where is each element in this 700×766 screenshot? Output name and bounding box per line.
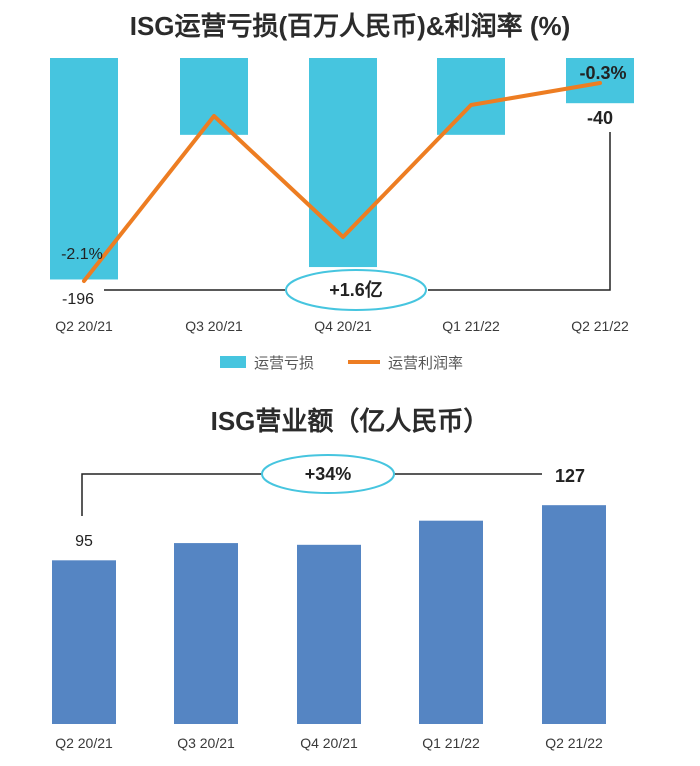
loss-label-1: -196 bbox=[62, 291, 94, 308]
chart1-plot: +1.6亿 -196 -40 -2.1% -0.3% Q2 20/21 Q3 20/21 Q4… bbox=[50, 58, 634, 334]
revenue-label-1: 95 bbox=[75, 533, 93, 550]
chart2-tick-1: Q2 20/21 bbox=[55, 735, 113, 751]
margin-label-5: -0.3% bbox=[579, 63, 626, 83]
chart1-tick-1: Q2 20/21 bbox=[55, 318, 113, 334]
revenue-change-callout-bubble bbox=[261, 454, 395, 494]
legend-label-margin: 运营利润率 bbox=[388, 355, 463, 372]
revenue-change-callout-text: +34% bbox=[305, 464, 352, 484]
revenue-bar-1 bbox=[52, 560, 116, 724]
margin-point-5 bbox=[598, 81, 602, 85]
chart2-tick-2: Q3 20/21 bbox=[177, 735, 235, 751]
revenue-bar-2 bbox=[174, 543, 238, 724]
chart2-plot: +34% 95 127 Q2 20/21 Q3 20/21 Q4 20/21 Q1 21/2… bbox=[52, 454, 606, 751]
chart1-title: ISG运营亏损(百万人民币)&利润率 (%) bbox=[130, 11, 571, 41]
loss-change-bracket bbox=[104, 132, 611, 291]
chart1-tick-4: Q1 21/22 bbox=[442, 318, 500, 334]
loss-label-5: -40 bbox=[587, 108, 613, 128]
loss-change-callout-text: +1.6亿 bbox=[329, 279, 383, 300]
margin-point-2 bbox=[212, 114, 216, 118]
legend-label-loss: 运营亏损 bbox=[254, 355, 314, 372]
loss-bar-3 bbox=[309, 58, 377, 268]
loss-change-callout-bubble bbox=[285, 269, 427, 311]
revenue-change-bracket bbox=[81, 473, 542, 516]
margin-point-1 bbox=[82, 279, 86, 283]
legend-swatch-loss bbox=[220, 356, 246, 368]
chart2-title: ISG营业额（亿人民币） bbox=[211, 406, 490, 436]
chart2-tick-3: Q4 20/21 bbox=[300, 735, 358, 751]
revenue-bar-3 bbox=[297, 544, 361, 724]
margin-label-1: -2.1% bbox=[61, 246, 103, 263]
chart2-tick-4: Q1 21/22 bbox=[422, 735, 480, 751]
chart2-tick-5: Q2 21/22 bbox=[545, 735, 603, 751]
revenue-bar-4 bbox=[419, 520, 483, 724]
loss-bar-2 bbox=[180, 58, 248, 135]
loss-bar-5 bbox=[566, 58, 634, 104]
chart1-tick-5: Q2 21/22 bbox=[571, 318, 629, 334]
margin-point-4 bbox=[469, 103, 473, 107]
loss-bar-1 bbox=[50, 58, 118, 280]
margin-point-3 bbox=[341, 235, 345, 239]
chart1-tick-3: Q4 20/21 bbox=[314, 318, 372, 334]
chart1-legend: 运营亏损 运营利润率 bbox=[220, 355, 463, 372]
chart1-tick-2: Q3 20/21 bbox=[185, 318, 243, 334]
loss-bar-4 bbox=[437, 58, 505, 135]
revenue-label-5: 127 bbox=[555, 466, 585, 486]
revenue-bar-5 bbox=[542, 505, 606, 724]
